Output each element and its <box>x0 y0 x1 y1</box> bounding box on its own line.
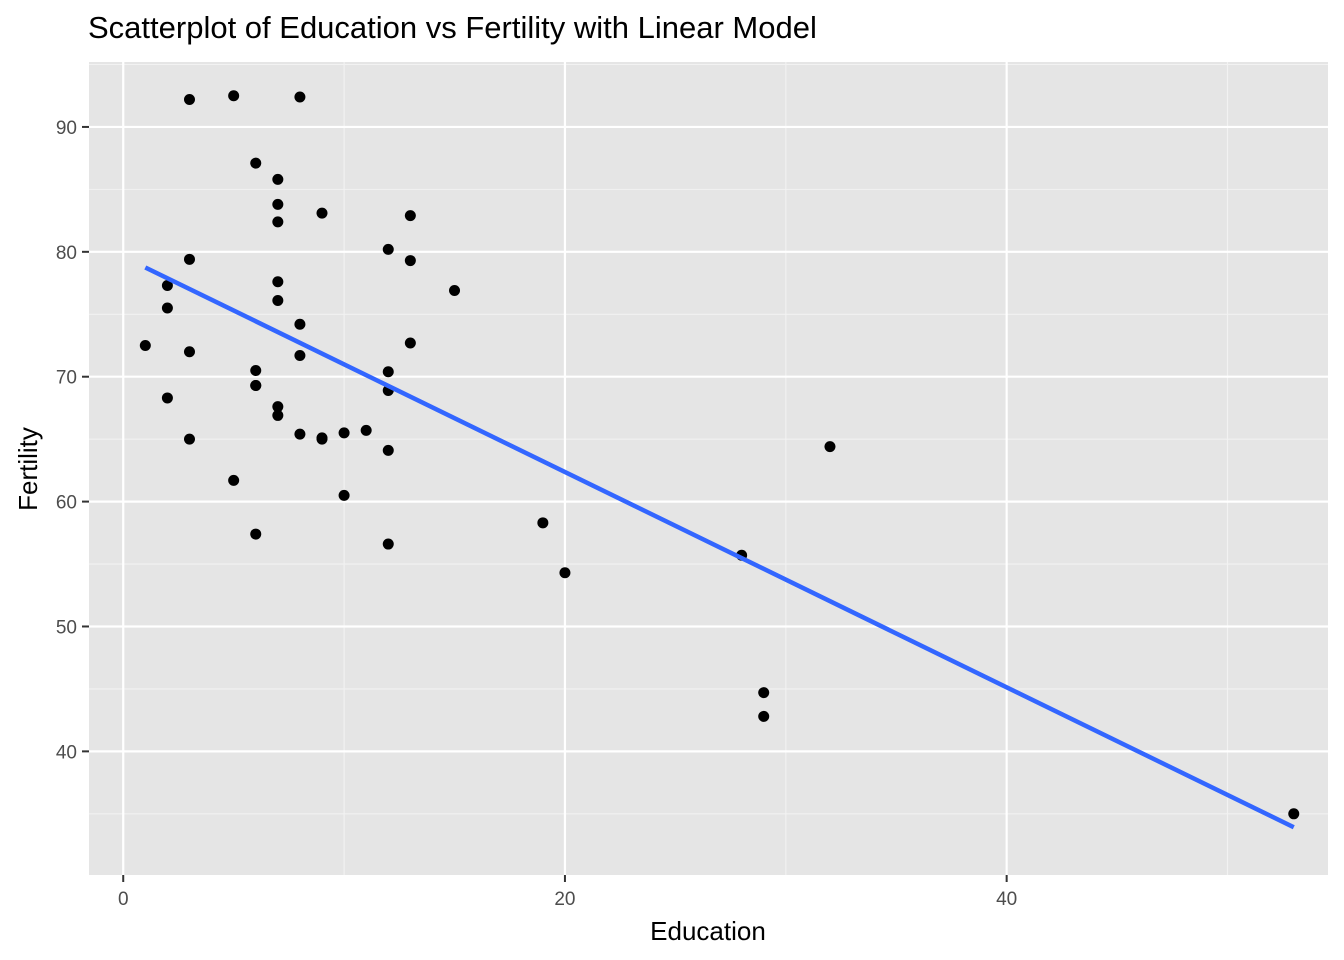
data-point <box>272 216 284 228</box>
data-point <box>183 346 195 358</box>
data-point <box>404 210 416 222</box>
data-point <box>316 207 328 219</box>
y-tick-label: 70 <box>56 368 77 389</box>
data-point <box>1288 808 1300 820</box>
data-point <box>382 444 394 456</box>
data-point <box>250 528 262 540</box>
data-point <box>272 276 284 288</box>
data-point <box>228 90 240 102</box>
data-point <box>404 337 416 349</box>
data-point <box>758 710 770 722</box>
data-point <box>294 91 306 103</box>
data-point <box>360 424 372 436</box>
data-point <box>272 409 284 421</box>
data-point <box>382 366 394 378</box>
data-point <box>250 379 262 391</box>
data-point <box>338 427 350 439</box>
data-point <box>228 474 240 486</box>
y-axis-title: Fertility <box>13 427 43 511</box>
linear-model-line <box>144 265 1295 830</box>
data-point <box>758 687 770 699</box>
data-point <box>161 302 173 314</box>
data-point <box>294 349 306 361</box>
data-point <box>382 538 394 550</box>
y-tick-label: 50 <box>56 617 77 638</box>
y-tick-label: 90 <box>56 118 77 139</box>
x-tick-label: 0 <box>118 889 129 910</box>
data-point <box>338 489 350 501</box>
y-tick-label: 80 <box>56 243 77 264</box>
chart-title: Scatterplot of Education vs Fertility wi… <box>88 10 817 45</box>
data-point <box>272 401 284 413</box>
data-point <box>404 255 416 267</box>
data-point <box>316 433 328 445</box>
data-point <box>559 567 571 579</box>
x-axis-title: Education <box>650 916 766 946</box>
x-tick-label: 20 <box>554 889 575 910</box>
data-point <box>183 433 195 445</box>
panel-background <box>89 62 1328 875</box>
data-point <box>161 280 173 292</box>
data-point <box>250 364 262 376</box>
data-point <box>183 93 195 105</box>
data-point <box>272 198 284 210</box>
data-point <box>272 295 284 307</box>
data-point <box>449 285 461 297</box>
data-point <box>294 428 306 440</box>
data-point <box>537 517 549 529</box>
data-point <box>139 339 151 351</box>
x-tick-label: 40 <box>996 889 1017 910</box>
data-point <box>161 392 173 404</box>
data-point <box>824 441 836 453</box>
plot-area <box>82 62 1328 882</box>
data-point <box>294 318 306 330</box>
data-point <box>382 243 394 255</box>
data-point <box>272 173 284 185</box>
data-point <box>250 157 262 169</box>
y-tick-label: 60 <box>56 493 77 514</box>
y-tick-label: 40 <box>56 742 77 763</box>
data-point <box>183 253 195 265</box>
